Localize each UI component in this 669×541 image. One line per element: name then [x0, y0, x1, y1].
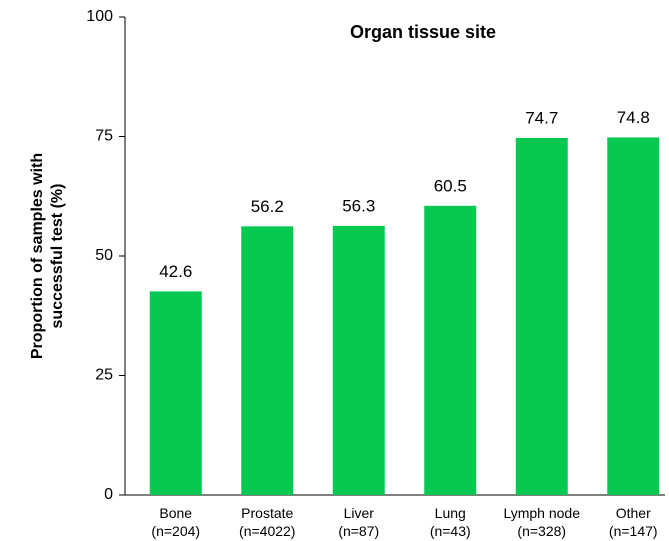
x-tick-label: Lymph node (n=328) — [503, 505, 580, 539]
chart-title: Organ tissue site — [350, 22, 496, 42]
x-tick-label: Bone (n=204) — [151, 505, 200, 539]
y-axis-label: Proportion of samples with successful tes… — [29, 153, 66, 359]
y-tick-label: 50 — [95, 247, 113, 264]
bar — [607, 137, 660, 495]
y-tick-label: 25 — [95, 367, 113, 384]
y-tick-label: 0 — [104, 486, 113, 503]
bar — [149, 291, 202, 495]
value-label: 74.8 — [617, 108, 650, 127]
value-label: 74.7 — [525, 108, 558, 127]
bar — [332, 225, 385, 496]
value-label: 56.2 — [251, 197, 284, 216]
x-tick-label: Prostate (n=4022) — [239, 505, 295, 539]
value-label: 60.5 — [434, 176, 467, 195]
x-tick-label: Other (n=147) — [609, 505, 658, 539]
bar — [424, 205, 477, 495]
y-tick-label: 100 — [86, 8, 113, 25]
bar — [515, 137, 568, 495]
value-label: 56.3 — [342, 196, 375, 215]
value-label: 42.6 — [159, 262, 192, 281]
x-tick-label: Liver (n=87) — [338, 505, 379, 539]
y-tick-label: 75 — [95, 128, 113, 145]
x-tick-label: Lung (n=43) — [430, 505, 471, 539]
bar — [241, 226, 294, 495]
